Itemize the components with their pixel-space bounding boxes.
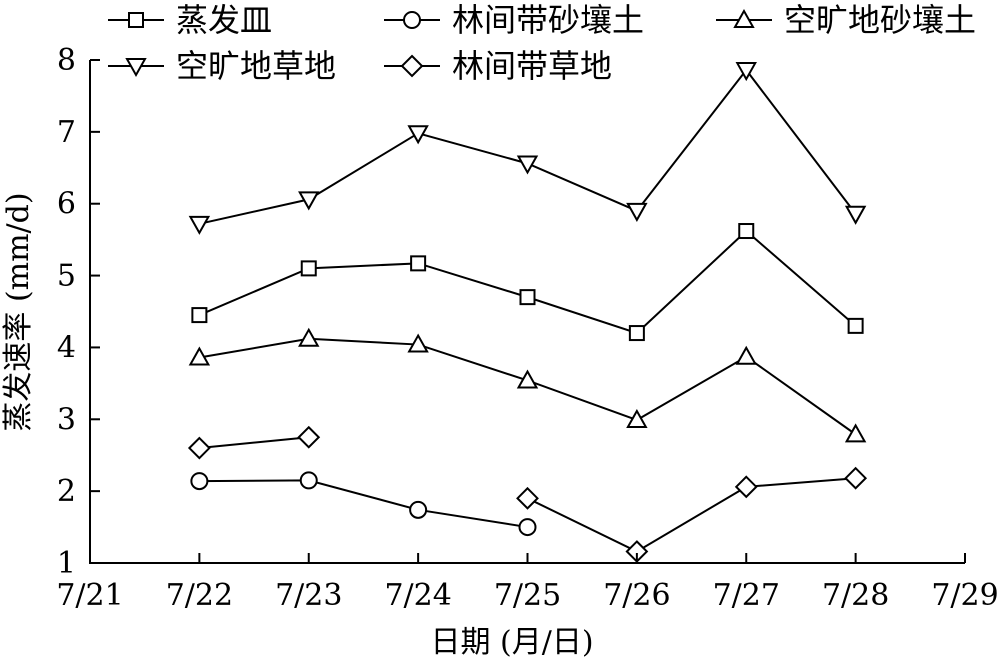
y-axis-title: 蒸发速率 (mm/d) [1, 192, 36, 431]
x-tick-label: 7/29 [931, 578, 998, 613]
legend-marker [125, 58, 147, 78]
y-tick-label: 2 [57, 474, 76, 509]
x-tick-label: 7/23 [275, 578, 342, 613]
data-point-4 [297, 425, 321, 449]
x-axis-title: 日期 (月/日) [430, 625, 593, 660]
legend-item-4: 林间带草地 [384, 47, 612, 85]
data-point-2 [844, 423, 867, 443]
legend-item-0: 蒸发皿 [108, 1, 272, 39]
data-point-1 [518, 518, 537, 537]
x-tick-label: 7/21 [56, 578, 123, 613]
x-tick-label: 7/27 [713, 578, 780, 613]
legend-label: 空旷地草地 [176, 47, 336, 85]
data-point-0 [410, 255, 427, 272]
y-tick-label: 3 [57, 402, 76, 437]
y-tick-label: 5 [57, 259, 76, 294]
data-point-3 [735, 62, 757, 82]
series-line-1 [199, 479, 528, 529]
x-tick-label: 7/25 [494, 578, 561, 613]
x-tick-label: 7/28 [822, 578, 889, 613]
data-point-2 [626, 408, 648, 429]
data-point-0 [847, 317, 864, 334]
data-point-0 [519, 289, 536, 306]
data-point-4 [187, 436, 211, 460]
x-axis-ticks: 7/21 7/22 7/23 7/24 7/25 7/26 7/27 7/28 7/29 [56, 553, 999, 613]
data-point-3 [844, 205, 867, 225]
series-markers [187, 62, 868, 563]
y-tick-label: 1 [57, 546, 76, 581]
legend-marker [403, 11, 421, 29]
legend-label: 林间带砂壤土 [452, 1, 644, 39]
data-point-2 [298, 327, 320, 347]
series-lines [198, 68, 857, 553]
data-point-3 [407, 125, 429, 145]
y-tick-label: 7 [57, 115, 76, 150]
data-point-2 [516, 369, 539, 389]
y-tick-label: 4 [57, 330, 76, 365]
series-line-3 [199, 68, 857, 225]
x-tick-label: 7/24 [384, 578, 451, 613]
data-point-2 [407, 333, 429, 353]
legend-label: 林间带草地 [452, 47, 612, 85]
data-point-1 [299, 471, 318, 490]
legend-marker [733, 8, 755, 28]
data-point-2 [735, 345, 757, 365]
x-tick-label: 7/26 [603, 578, 670, 613]
legend-marker [128, 12, 144, 28]
x-tick-label: 7/22 [166, 578, 233, 613]
data-point-0 [628, 325, 645, 342]
data-point-4 [516, 486, 539, 510]
legend-item-2: 空旷地砂壤土 [716, 1, 976, 39]
data-point-4 [844, 466, 868, 490]
data-point-1 [409, 500, 428, 519]
data-point-3 [298, 191, 320, 211]
legend-marker [400, 54, 424, 78]
data-point-3 [626, 202, 648, 222]
data-point-2 [188, 346, 211, 366]
y-tick-label: 6 [57, 187, 76, 222]
data-point-4 [734, 475, 758, 499]
legend-item-3: 空旷地草地 [108, 47, 336, 85]
y-tick-label: 8 [57, 43, 76, 78]
data-point-0 [300, 260, 317, 277]
data-point-0 [191, 307, 208, 324]
legend-label: 蒸发皿 [176, 1, 272, 39]
legend-label: 空旷地砂壤土 [784, 1, 976, 39]
y-axis-ticks: 1 2 3 4 5 6 7 8 [57, 43, 100, 581]
series-line-4 [199, 436, 309, 450]
series-line-4 [527, 477, 856, 553]
data-point-3 [516, 155, 539, 175]
data-point-1 [190, 472, 209, 491]
series-line-0 [198, 229, 857, 335]
data-point-0 [738, 223, 755, 240]
legend-item-1: 林间带砂壤土 [384, 1, 644, 39]
data-point-3 [188, 215, 211, 235]
